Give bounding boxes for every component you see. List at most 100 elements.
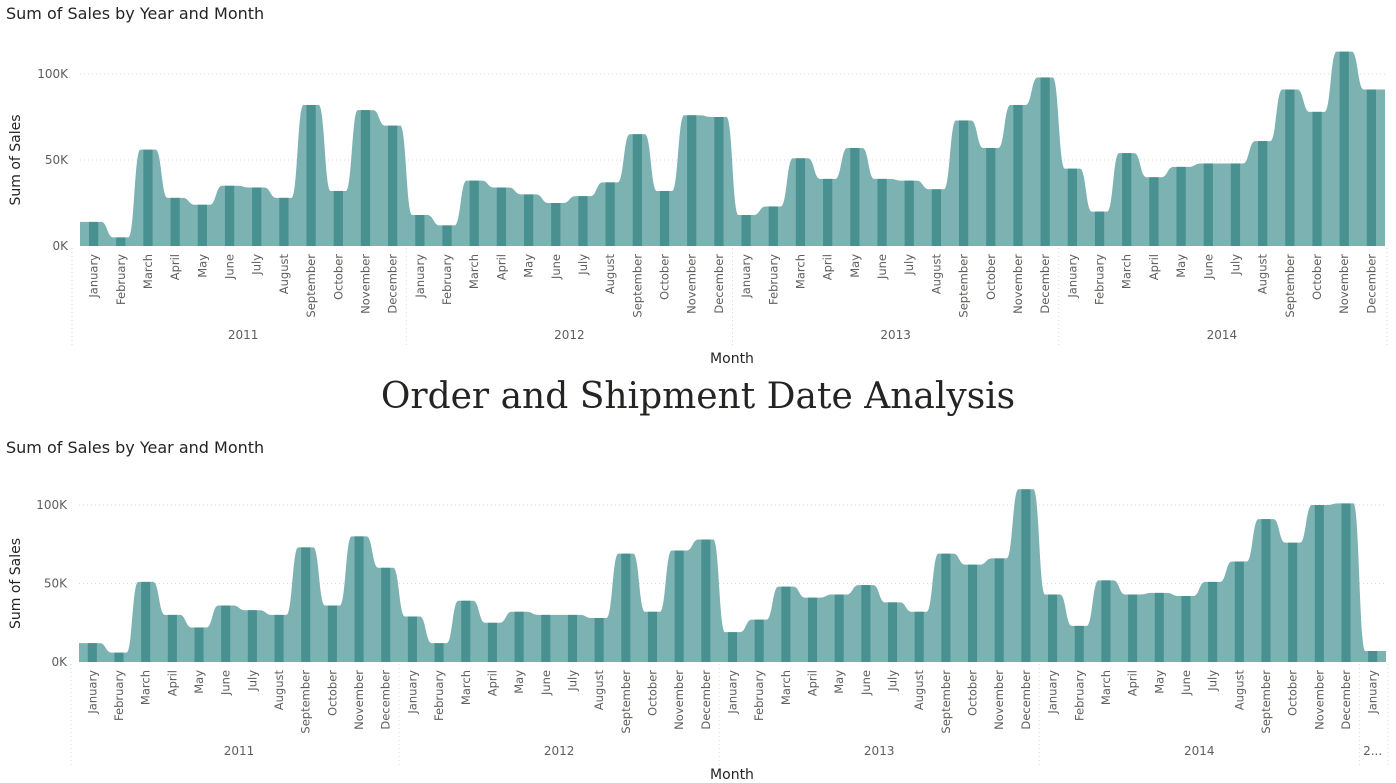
data-bar[interactable] — [941, 553, 951, 662]
data-bar[interactable] — [674, 550, 684, 662]
year-label: 2013 — [864, 744, 895, 758]
data-bar[interactable] — [687, 115, 697, 246]
data-bar[interactable] — [877, 178, 887, 246]
data-bar[interactable] — [578, 196, 588, 246]
data-bar[interactable] — [116, 237, 126, 246]
data-bar[interactable] — [1122, 153, 1132, 246]
data-bar[interactable] — [327, 605, 337, 662]
data-bar[interactable] — [167, 614, 177, 662]
data-bar[interactable] — [594, 618, 604, 662]
data-bar[interactable] — [931, 189, 942, 246]
data-bar[interactable] — [496, 187, 507, 246]
data-bar[interactable] — [407, 616, 417, 662]
data-bar[interactable] — [388, 125, 398, 246]
data-bar[interactable] — [360, 110, 371, 247]
x-tick-label: October — [658, 254, 672, 300]
data-bar[interactable] — [768, 206, 778, 246]
data-bar[interactable] — [523, 194, 534, 246]
data-bar[interactable] — [194, 627, 204, 662]
data-bar[interactable] — [252, 187, 262, 246]
data-bar[interactable] — [1094, 211, 1105, 246]
data-bar[interactable] — [1203, 163, 1213, 246]
data-bar[interactable] — [1314, 505, 1324, 662]
data-bar[interactable] — [1285, 89, 1295, 246]
data-bar[interactable] — [274, 614, 284, 662]
data-bar[interactable] — [1288, 542, 1298, 662]
data-bar[interactable] — [170, 197, 180, 246]
data-bar[interactable] — [415, 215, 425, 246]
data-bar[interactable] — [551, 203, 561, 246]
data-bar[interactable] — [632, 134, 642, 246]
data-bar[interactable] — [141, 581, 151, 662]
data-bar[interactable] — [1368, 651, 1378, 662]
data-bar[interactable] — [659, 190, 670, 246]
data-bar[interactable] — [1208, 581, 1218, 662]
data-bar[interactable] — [541, 614, 551, 662]
data-bar[interactable] — [469, 180, 479, 246]
data-bar[interactable] — [968, 564, 978, 662]
data-bar[interactable] — [1048, 594, 1058, 662]
data-bar[interactable] — [221, 605, 231, 662]
data-bar[interactable] — [605, 182, 615, 246]
data-bar[interactable] — [224, 185, 235, 246]
data-bar[interactable] — [1176, 166, 1186, 246]
data-bar[interactable] — [1261, 519, 1271, 662]
data-bar[interactable] — [861, 585, 871, 662]
data-bar[interactable] — [247, 610, 257, 662]
data-bar[interactable] — [88, 221, 99, 246]
data-bar[interactable] — [986, 147, 996, 246]
data-bar[interactable] — [434, 643, 444, 662]
data-bar[interactable] — [714, 117, 724, 246]
data-bar[interactable] — [197, 204, 207, 246]
data-bar[interactable] — [647, 611, 658, 662]
data-bar[interactable] — [914, 611, 924, 662]
data-bar[interactable] — [442, 225, 452, 246]
data-bar[interactable] — [514, 611, 524, 662]
data-bar[interactable] — [1154, 592, 1164, 662]
data-bar[interactable] — [381, 567, 391, 662]
data-bar[interactable] — [727, 632, 738, 662]
data-bar[interactable] — [888, 602, 898, 662]
data-bar[interactable] — [1067, 168, 1077, 246]
data-bar[interactable] — [1258, 141, 1268, 246]
data-bar[interactable] — [1341, 503, 1351, 662]
data-bar[interactable] — [461, 600, 471, 662]
data-bar[interactable] — [87, 643, 97, 662]
data-bar[interactable] — [301, 547, 311, 662]
data-bar[interactable] — [958, 120, 969, 246]
data-bar[interactable] — [1021, 489, 1031, 662]
data-bar[interactable] — [807, 597, 818, 662]
data-bar[interactable] — [823, 178, 833, 246]
data-bar[interactable] — [701, 539, 711, 662]
data-bar[interactable] — [567, 614, 577, 662]
data-bar[interactable] — [1128, 594, 1138, 662]
data-bar[interactable] — [741, 215, 751, 246]
data-bar[interactable] — [1312, 111, 1322, 246]
data-bar[interactable] — [487, 622, 497, 662]
data-bar[interactable] — [1013, 104, 1023, 247]
data-bar[interactable] — [143, 149, 153, 246]
data-bar[interactable] — [306, 104, 316, 247]
data-bar[interactable] — [834, 594, 844, 662]
data-bar[interactable] — [754, 619, 764, 662]
data-bar[interactable] — [1101, 580, 1111, 662]
data-bar[interactable] — [781, 586, 791, 662]
data-bar[interactable] — [279, 197, 289, 246]
data-bar[interactable] — [795, 158, 806, 246]
data-bar[interactable] — [1339, 51, 1349, 246]
data-bar[interactable] — [994, 558, 1004, 662]
data-bar[interactable] — [1230, 163, 1241, 246]
data-bar[interactable] — [1366, 89, 1377, 246]
data-bar[interactable] — [333, 190, 343, 246]
data-bar[interactable] — [621, 553, 631, 662]
data-bar[interactable] — [1181, 596, 1191, 662]
data-bar[interactable] — [1149, 177, 1159, 246]
data-bar[interactable] — [850, 147, 860, 246]
data-bar[interactable] — [1234, 561, 1244, 662]
x-tick-label: October — [645, 670, 659, 716]
data-bar[interactable] — [1074, 625, 1084, 662]
data-bar[interactable] — [904, 180, 914, 246]
data-bar[interactable] — [114, 652, 124, 662]
data-bar[interactable] — [354, 536, 364, 662]
data-bar[interactable] — [1040, 77, 1050, 246]
